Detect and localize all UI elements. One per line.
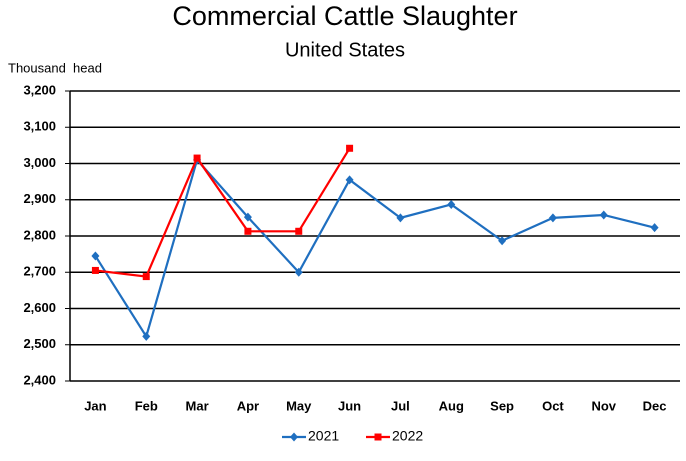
legend-label: 2021 — [308, 428, 339, 444]
x-tick-label: Nov — [591, 398, 616, 413]
y-axis-label: Thousand head — [8, 60, 102, 75]
legend-label: 2022 — [392, 428, 423, 444]
y-tick-label: 2,800 — [23, 227, 56, 242]
data-point — [142, 273, 150, 281]
x-tick-label: Jul — [391, 398, 410, 413]
legend-marker — [290, 432, 298, 442]
data-point — [142, 331, 151, 341]
x-tick-label: Apr — [237, 398, 259, 413]
data-point — [396, 213, 405, 223]
x-tick-label: Dec — [643, 398, 667, 413]
data-point — [650, 223, 659, 233]
y-tick-label: 3,100 — [23, 119, 56, 134]
data-point — [91, 251, 100, 261]
legend-marker — [374, 433, 382, 441]
data-point — [447, 199, 456, 209]
data-point — [294, 267, 303, 277]
x-tick-label: Sep — [490, 398, 514, 413]
x-tick-label: Feb — [135, 398, 158, 413]
series-line — [95, 147, 351, 278]
x-tick-label: Mar — [186, 398, 209, 413]
chart-title: Commercial Cattle Slaughter — [172, 1, 517, 31]
y-tick-label: 2,400 — [23, 372, 56, 387]
y-tick-label: 2,500 — [23, 336, 56, 351]
data-point — [548, 213, 557, 223]
chart-subtitle: United States — [285, 39, 405, 61]
y-tick-label: 3,200 — [23, 82, 56, 97]
data-point — [243, 212, 252, 222]
x-tick-label: Aug — [439, 398, 464, 413]
data-point — [346, 144, 354, 152]
y-tick-label: 2,700 — [23, 264, 56, 279]
data-point — [244, 227, 252, 235]
x-tick-label: May — [286, 398, 312, 413]
data-point — [91, 266, 99, 274]
x-tick-label: Oct — [542, 398, 564, 413]
data-point — [599, 210, 608, 220]
x-tick-label: Jan — [84, 398, 106, 413]
y-tick-label: 3,000 — [23, 155, 56, 170]
series-line — [94, 157, 655, 340]
data-point — [345, 175, 354, 185]
y-tick-label: 2,900 — [23, 191, 56, 206]
y-tick-label: 2,600 — [23, 300, 56, 315]
data-point — [498, 236, 507, 246]
x-tick-label: Jun — [338, 398, 361, 413]
data-point — [193, 154, 201, 162]
data-point — [295, 227, 303, 235]
